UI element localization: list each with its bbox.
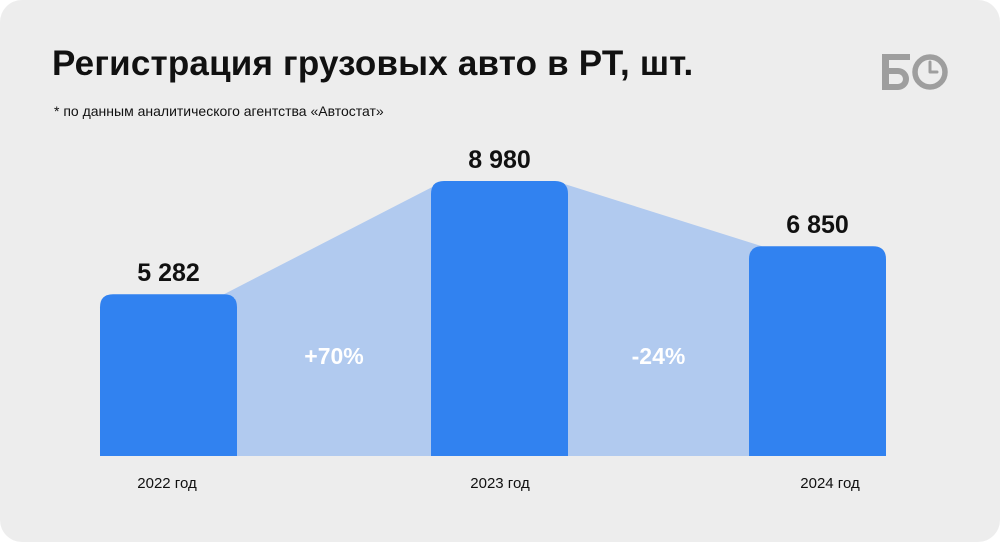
source-note: * по данным аналитического агентства «Ав… — [54, 103, 384, 119]
bo-logo-icon — [882, 54, 948, 90]
value-label-2: 8 980 — [468, 146, 531, 174]
bar-2 — [431, 180, 568, 457]
category-label-3: 2024 год — [800, 475, 860, 492]
chart-title: Регистрация грузовых авто в РТ, шт. — [52, 44, 694, 83]
change-label-1: +70% — [304, 343, 363, 369]
logo-clock-ring — [912, 54, 948, 90]
change-band-2 — [555, 180, 762, 457]
change-label-2: -24% — [632, 343, 686, 369]
value-label-3: 6 850 — [786, 211, 849, 239]
value-label-1: 5 282 — [137, 259, 200, 287]
bar-3 — [749, 246, 886, 456]
bar-1 — [100, 294, 237, 456]
logo-letter-b — [882, 54, 910, 90]
category-label-1: 2022 год — [137, 475, 197, 492]
category-label-2: 2023 год — [470, 475, 530, 492]
change-band-1 — [224, 180, 444, 457]
logo-clock-hands — [928, 60, 939, 74]
